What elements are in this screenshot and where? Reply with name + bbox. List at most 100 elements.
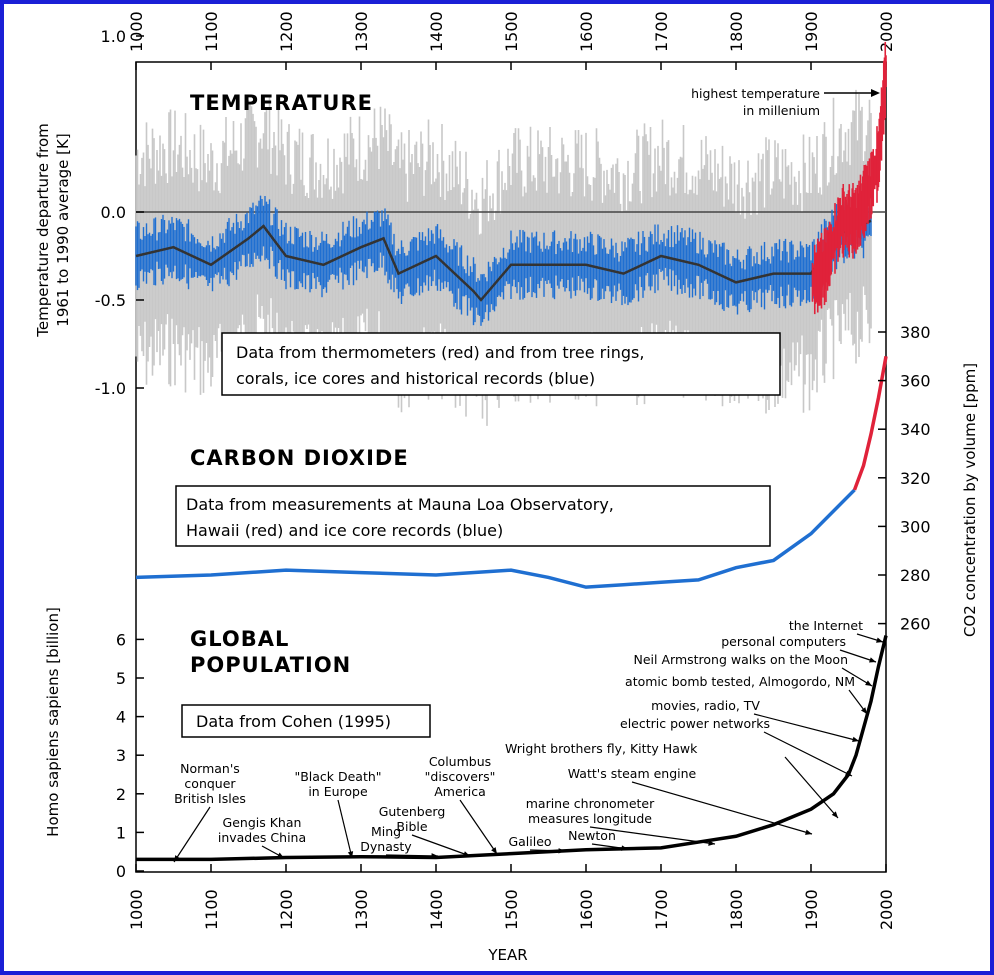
population-y-tick-label: 0 xyxy=(116,862,126,881)
population-note-box: Data from Cohen (1995) xyxy=(181,704,431,738)
event-label: Bible xyxy=(396,819,427,834)
co2-y-tick-label: 320 xyxy=(900,469,931,488)
event-label: atomic bomb tested, Almogordo, NM xyxy=(625,674,855,689)
proxy-smoothed-line xyxy=(135,219,872,302)
temperature-note-line2: corals, ice cores and historical records… xyxy=(236,369,595,388)
co2-heading: CARBON DIOXIDE xyxy=(190,446,409,470)
y-tick-label: 1.0 xyxy=(101,27,126,46)
x-axis-label: YEAR xyxy=(487,946,527,964)
population-y-tick-label: 3 xyxy=(116,746,126,765)
event-arrowhead xyxy=(860,707,867,714)
x-tick-label-top: 1700 xyxy=(652,11,671,52)
event-arrowhead xyxy=(491,847,497,854)
population-heading-line2: POPULATION xyxy=(190,653,351,677)
event-arrow xyxy=(337,799,353,859)
co2-y-label: CO2 concentration by volume [ppm] xyxy=(961,363,979,637)
co2-mauna-loa-line xyxy=(852,355,888,491)
population-note: Data from Cohen (1995) xyxy=(196,712,391,731)
event-arrow xyxy=(459,799,498,855)
event-arrow xyxy=(631,781,813,835)
y-tick-label: -1.0 xyxy=(95,379,126,398)
event-arrowhead xyxy=(347,851,354,858)
co2-ice-core-line xyxy=(135,488,856,589)
co2-y-tick-label: 260 xyxy=(900,615,931,634)
event-label: Neil Armstrong walks on the Moon xyxy=(634,652,848,667)
event-label: Norman's xyxy=(180,761,240,776)
event-label: Galileo xyxy=(508,834,551,849)
annotation-line1: highest temperature xyxy=(691,86,820,101)
event-label: the Internet xyxy=(789,618,863,633)
x-tick-label-top: 1400 xyxy=(427,11,446,52)
event-label: Newton xyxy=(568,828,616,843)
event-arrowhead xyxy=(174,855,180,862)
event-arrowhead xyxy=(831,811,838,818)
event-arrow xyxy=(411,834,471,857)
event-label: conquer xyxy=(184,776,236,791)
x-tick-label-bottom: 2000 xyxy=(877,889,896,930)
co2-y-axis: 260 280 300 320 340 360 380 xyxy=(878,323,931,634)
event-arrow xyxy=(385,854,439,857)
event-label: Gengis Khan xyxy=(223,815,302,830)
event-arrowhead xyxy=(277,852,284,858)
temperature-y-axis: 1.0 0.0 -0.5 -1.0 xyxy=(95,27,144,398)
event-label: personal computers xyxy=(721,634,846,649)
population-y-tick-label: 5 xyxy=(116,669,126,688)
co2-y-tick-label: 340 xyxy=(900,420,931,439)
x-tick-label-bottom: 1400 xyxy=(427,889,446,930)
event-arrowhead xyxy=(463,851,470,857)
temperature-y-label-line2: 1961 to 1990 average [K] xyxy=(54,133,72,326)
event-arrowhead xyxy=(805,829,812,835)
event-arrow xyxy=(173,806,211,863)
population-y-tick-label: 4 xyxy=(116,708,126,727)
x-tick-label-bottom: 1700 xyxy=(652,889,671,930)
event-arrow xyxy=(784,756,839,819)
event-arrow xyxy=(753,713,860,742)
co2-note-line1: Data from measurements at Mauna Loa Obse… xyxy=(186,495,614,514)
co2-y-tick-label: 300 xyxy=(900,517,931,536)
population-y-label: Homo sapiens sapiens [billion] xyxy=(44,607,62,837)
event-annotation: personal computers xyxy=(721,634,877,663)
event-label: Dynasty xyxy=(360,839,412,854)
event-arrowhead xyxy=(845,770,852,776)
event-label: Gutenberg xyxy=(379,804,446,819)
population-y-axis: 0 1 2 3 4 5 6 xyxy=(116,630,144,881)
x-tick-label-bottom: 1100 xyxy=(202,889,221,930)
event-label: British Isles xyxy=(174,791,246,806)
event-arrowhead xyxy=(865,680,872,686)
event-label: Ming xyxy=(371,824,401,839)
event-label: "Black Death" xyxy=(294,769,381,784)
thermometer-series xyxy=(811,41,887,315)
x-axis-bottom: 1000 1100 1200 1300 1400 1500 1600 1700 1800 1900… xyxy=(127,864,896,930)
x-tick-label-bottom: 1300 xyxy=(352,889,371,930)
event-annotation: Galileo xyxy=(508,834,566,854)
x-tick-label-top: 2000 xyxy=(877,11,896,52)
population-y-tick-label: 1 xyxy=(116,823,126,842)
population-y-tick-label: 2 xyxy=(116,785,126,804)
event-arrowhead xyxy=(558,848,565,854)
co2-y-label-text: CO2 concentration by volume [ppm] xyxy=(961,363,979,637)
x-tick-label-top: 1600 xyxy=(577,11,596,52)
co2-y-tick-label: 280 xyxy=(900,566,931,585)
event-annotation: Columbus"discovers"America xyxy=(425,754,498,855)
co2-y-tick-label: 360 xyxy=(900,372,931,391)
x-tick-label-bottom: 1600 xyxy=(577,889,596,930)
event-annotation: electric power networks xyxy=(620,716,853,777)
temperature-note-box: Data from thermometers (red) and from tr… xyxy=(221,332,781,396)
x-tick-label-top: 1100 xyxy=(202,11,221,52)
event-label: in Europe xyxy=(308,784,368,799)
event-label: invades China xyxy=(218,830,306,845)
event-arrowhead xyxy=(708,840,715,846)
event-arrowhead xyxy=(876,637,883,643)
event-label: Wright brothers fly, Kitty Hawk xyxy=(505,741,698,756)
annotation-line2: in millenium xyxy=(743,103,820,118)
event-label: electric power networks xyxy=(620,716,770,731)
event-label: marine chronometer xyxy=(526,796,655,811)
x-tick-label-bottom: 1900 xyxy=(802,889,821,930)
population-line xyxy=(136,635,888,862)
